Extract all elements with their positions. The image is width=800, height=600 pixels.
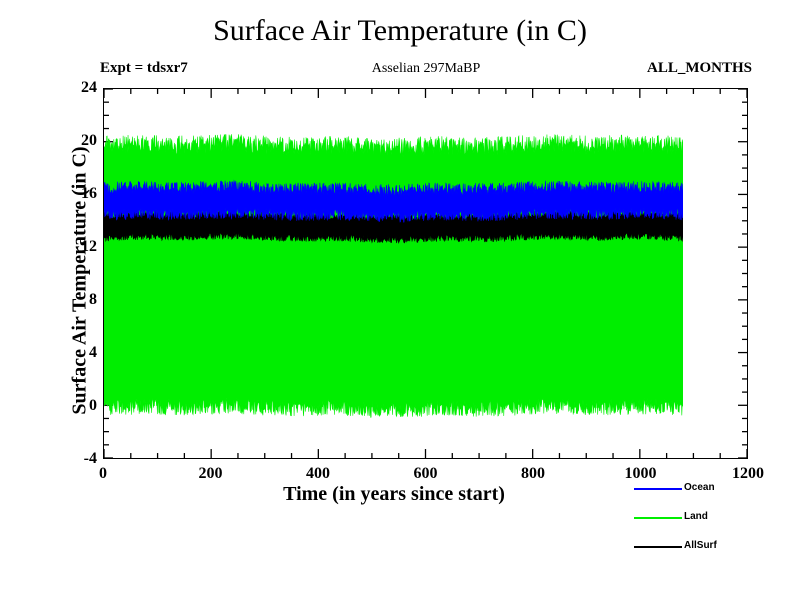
- data-series-group: [104, 134, 683, 418]
- series-band-ocean: [104, 179, 683, 223]
- x-tick-label: 1200: [732, 465, 764, 482]
- series-band-land: [104, 134, 683, 418]
- x-tick-label: 200: [198, 465, 223, 482]
- plot-svg: [104, 89, 747, 458]
- legend-label: Land: [684, 511, 708, 522]
- y-tick-label: 24: [81, 79, 97, 96]
- x-tick-label: 600: [413, 465, 438, 482]
- y-tick-label: 20: [81, 132, 97, 149]
- subtitle-row: Expt = tdsxr7 Asselian 297MaBP ALL_MONTH…: [100, 60, 752, 80]
- legend-entry-ocean[interactable]: Ocean: [634, 482, 794, 496]
- x-tick-label: 800: [521, 465, 545, 482]
- plot-area: [103, 88, 748, 459]
- y-axis-tick-labels: -4 0 4 8 12 16 20 24: [33, 0, 97, 600]
- x-tick-label: 1000: [624, 465, 657, 482]
- legend-label: Ocean: [684, 482, 715, 493]
- y-tick-label: 16: [81, 185, 97, 202]
- y-tick-label: 8: [89, 291, 97, 308]
- legend-entry-allsurf[interactable]: AllSurf: [634, 540, 794, 554]
- x-tick-label: 400: [306, 465, 330, 482]
- legend: Ocean Land AllSurf: [634, 482, 794, 568]
- legend-swatch-ocean: [634, 488, 682, 490]
- months-label: ALL_MONTHS: [646, 60, 752, 76]
- y-tick-label: -4: [83, 450, 97, 467]
- legend-label: AllSurf: [684, 540, 717, 551]
- legend-swatch-allsurf: [634, 546, 682, 548]
- y-tick-label: 0: [89, 397, 97, 414]
- experiment-label: Expt = tdsxr7: [100, 60, 188, 76]
- legend-swatch-land: [634, 517, 682, 519]
- legend-entry-land[interactable]: Land: [634, 511, 794, 525]
- y-tick-label: 4: [89, 344, 97, 361]
- period-label: Asselian 297MaBP: [371, 61, 481, 76]
- x-axis-title: Time (in years since start): [283, 483, 505, 505]
- x-tick-label: 0: [99, 465, 107, 482]
- y-tick-label: 12: [81, 238, 97, 255]
- page-title: Surface Air Temperature (in C): [213, 14, 587, 47]
